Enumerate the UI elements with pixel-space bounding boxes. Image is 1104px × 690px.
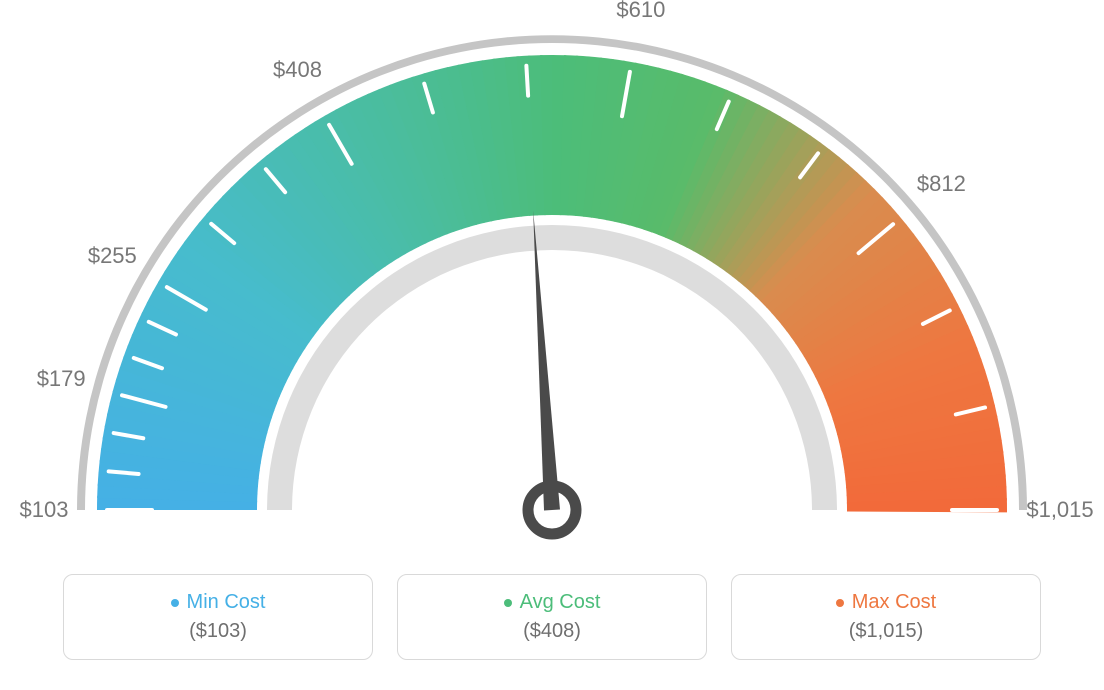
legend-value-avg: ($408)	[523, 620, 581, 643]
gauge-tick-label: $408	[273, 57, 322, 83]
legend-label-row-max: Max Cost	[836, 591, 936, 614]
gauge-svg	[0, 0, 1104, 560]
legend-label-row-min: Min Cost	[171, 591, 266, 614]
gauge-tick-label: $1,015	[1026, 497, 1093, 523]
gauge-area: $103 $179 $255 $408 $610 $812 $1,015	[0, 0, 1104, 560]
legend-label-min: Min Cost	[187, 591, 266, 614]
legend-label-row-avg: Avg Cost	[504, 591, 601, 614]
gauge-tick-label: $179	[37, 366, 86, 392]
legend-dot-max	[836, 599, 844, 607]
legend-card-avg: Avg Cost ($408)	[397, 574, 707, 660]
legend-dot-avg	[504, 599, 512, 607]
gauge-tick-label: $812	[917, 171, 966, 197]
legend-label-avg: Avg Cost	[520, 591, 601, 614]
gauge-tick-label: $610	[616, 0, 665, 23]
legend-card-max: Max Cost ($1,015)	[731, 574, 1041, 660]
legend-label-max: Max Cost	[852, 591, 936, 614]
gauge-tick-label: $103	[20, 497, 69, 523]
legend-card-min: Min Cost ($103)	[63, 574, 373, 660]
gauge-tick-label: $255	[88, 243, 137, 269]
gauge-chart-container: $103 $179 $255 $408 $610 $812 $1,015 Min Cost …	[0, 0, 1104, 690]
legend-value-max: ($1,015)	[849, 620, 924, 643]
legend-value-min: ($103)	[189, 620, 247, 643]
legend-dot-min	[171, 599, 179, 607]
legend-row: Min Cost ($103) Avg Cost ($408) Max Cost…	[0, 574, 1104, 660]
